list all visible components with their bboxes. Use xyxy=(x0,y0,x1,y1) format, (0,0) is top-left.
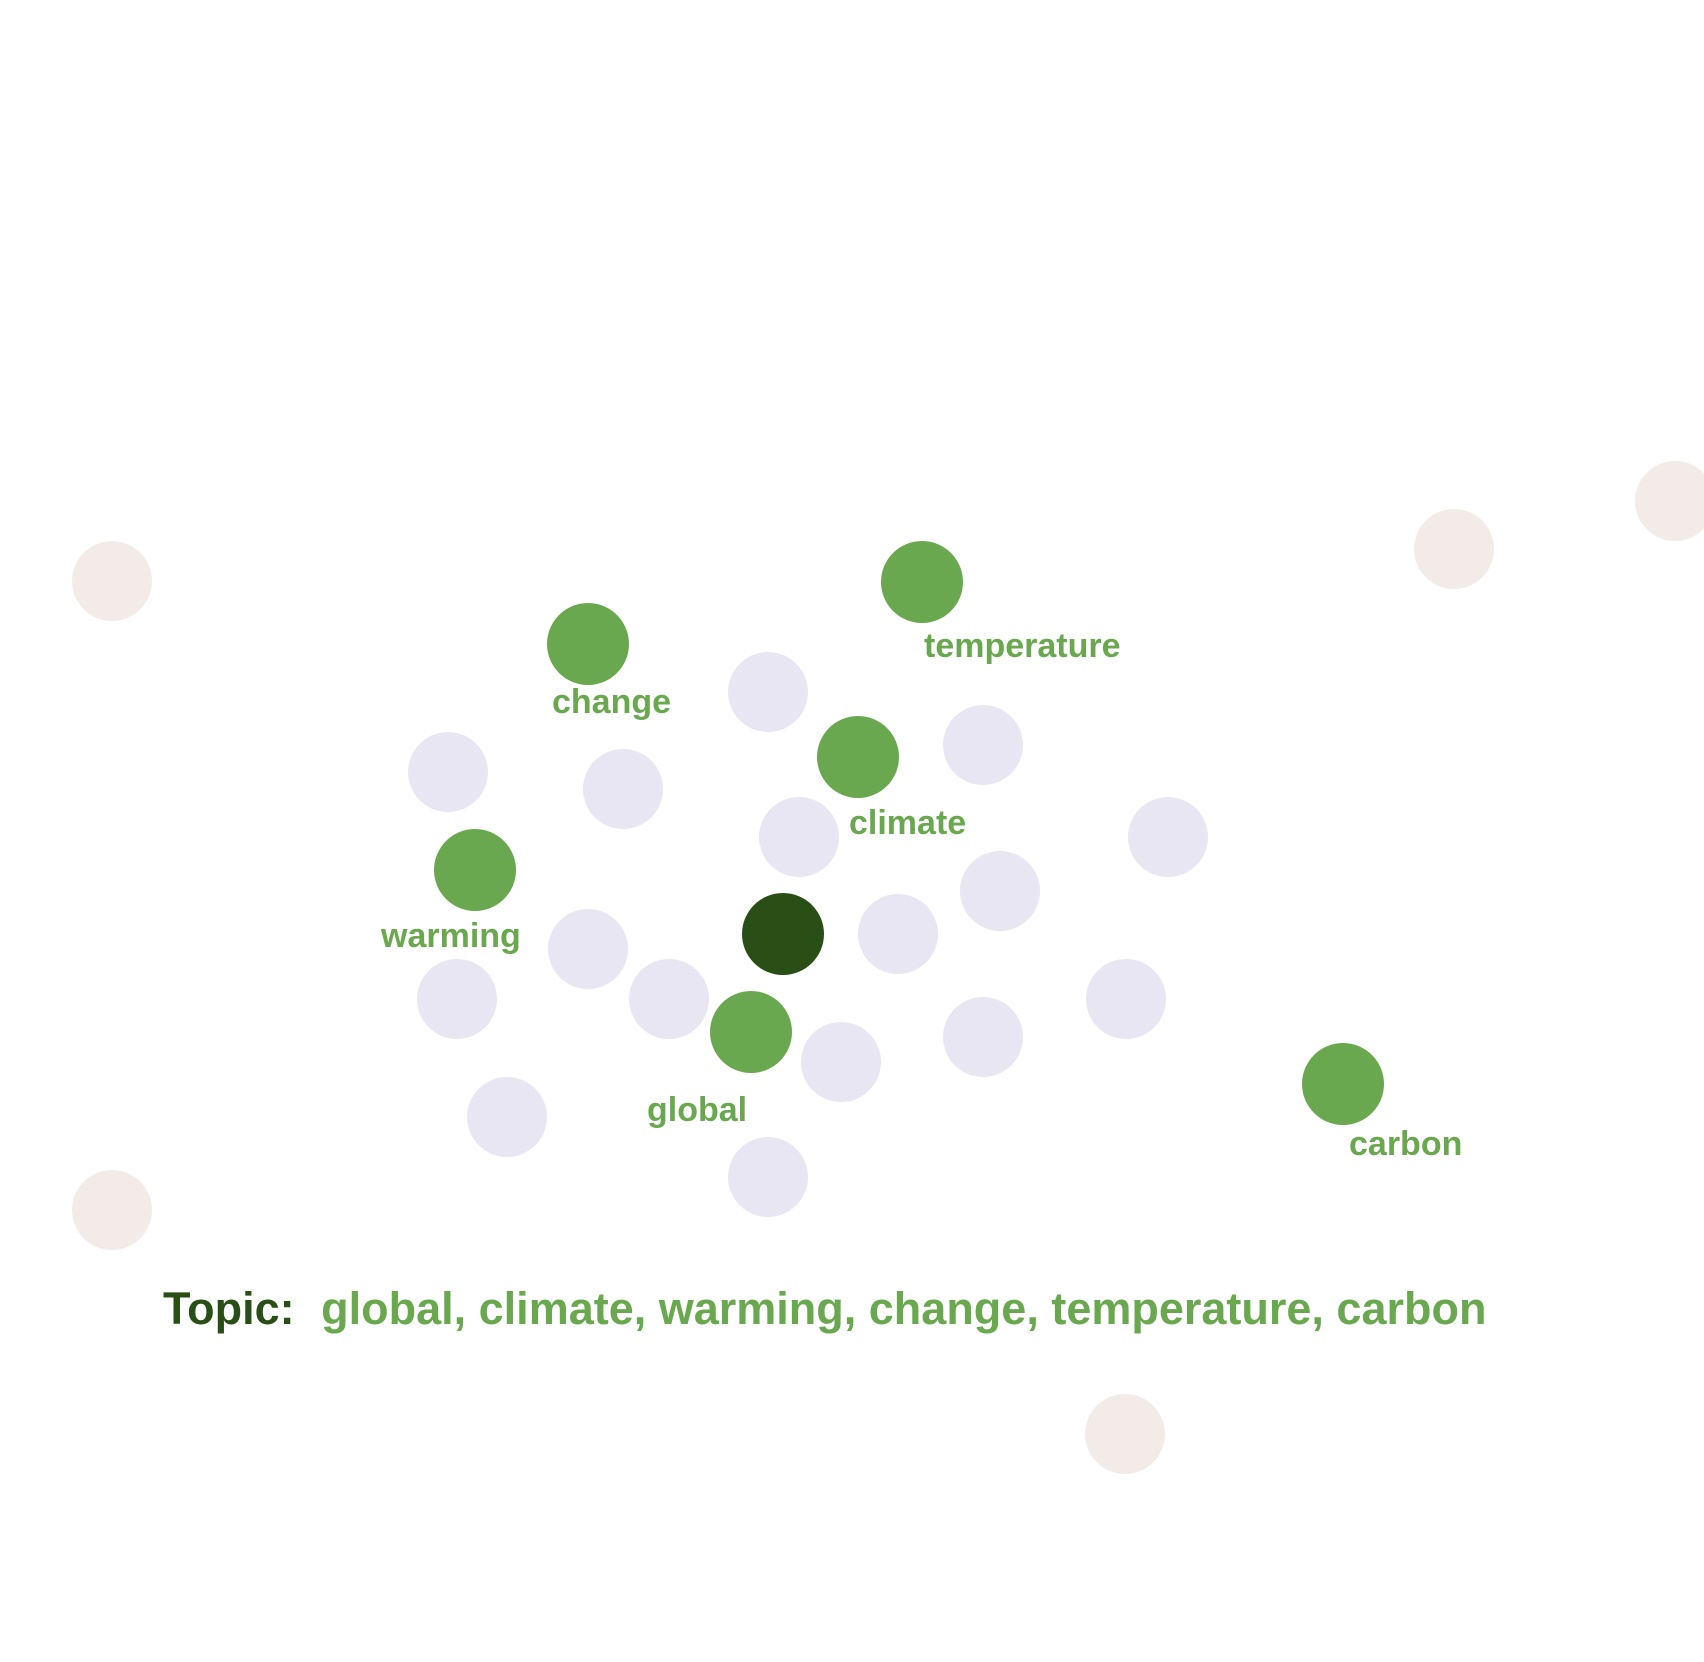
distant-nodes xyxy=(72,461,1704,1474)
neighbor-node xyxy=(467,1077,547,1157)
neighbor-node xyxy=(548,909,628,989)
neighbor-node xyxy=(858,894,938,974)
topic-prefix: Topic: xyxy=(163,1283,295,1334)
topic-label-carbon: carbon xyxy=(1349,1125,1462,1163)
distant-node xyxy=(1414,509,1494,589)
topic-node-temperature xyxy=(881,541,963,623)
topic-node-change xyxy=(547,603,629,685)
neighbor-node xyxy=(759,797,839,877)
distant-node xyxy=(72,1170,152,1250)
topic-nodes xyxy=(434,541,1384,1125)
neighbor-node xyxy=(1086,959,1166,1039)
neighbor-node xyxy=(728,652,808,732)
topic-summary: Topic: global, climate, warming, change,… xyxy=(163,1283,1486,1334)
topic-label-change: change xyxy=(552,683,671,721)
neighbor-node xyxy=(943,705,1023,785)
topic-label-warming: warming xyxy=(380,917,521,955)
focus-node xyxy=(742,893,824,975)
distant-node xyxy=(72,541,152,621)
topic-labels: change temperature climate warming global car… xyxy=(380,627,1462,1163)
topic-node-global xyxy=(710,991,792,1073)
topic-label-climate: climate xyxy=(849,804,966,842)
neighbor-node xyxy=(943,997,1023,1077)
neighbor-nodes xyxy=(408,652,1208,1217)
topic-label-temperature: temperature xyxy=(924,627,1121,665)
distant-node xyxy=(1635,461,1704,541)
neighbor-node xyxy=(408,732,488,812)
topic-label-global: global xyxy=(647,1091,747,1129)
topic-words: global, climate, warming, change, temper… xyxy=(321,1283,1486,1334)
neighbor-node xyxy=(728,1137,808,1217)
neighbor-node xyxy=(1128,797,1208,877)
neighbor-node xyxy=(417,959,497,1039)
neighbor-node xyxy=(960,851,1040,931)
topic-node-climate xyxy=(817,716,899,798)
neighbor-node xyxy=(801,1022,881,1102)
topic-node-warming xyxy=(434,829,516,911)
distant-node xyxy=(1085,1394,1165,1474)
neighbor-node xyxy=(583,749,663,829)
neighbor-node xyxy=(629,959,709,1039)
topic-node-carbon xyxy=(1302,1043,1384,1125)
